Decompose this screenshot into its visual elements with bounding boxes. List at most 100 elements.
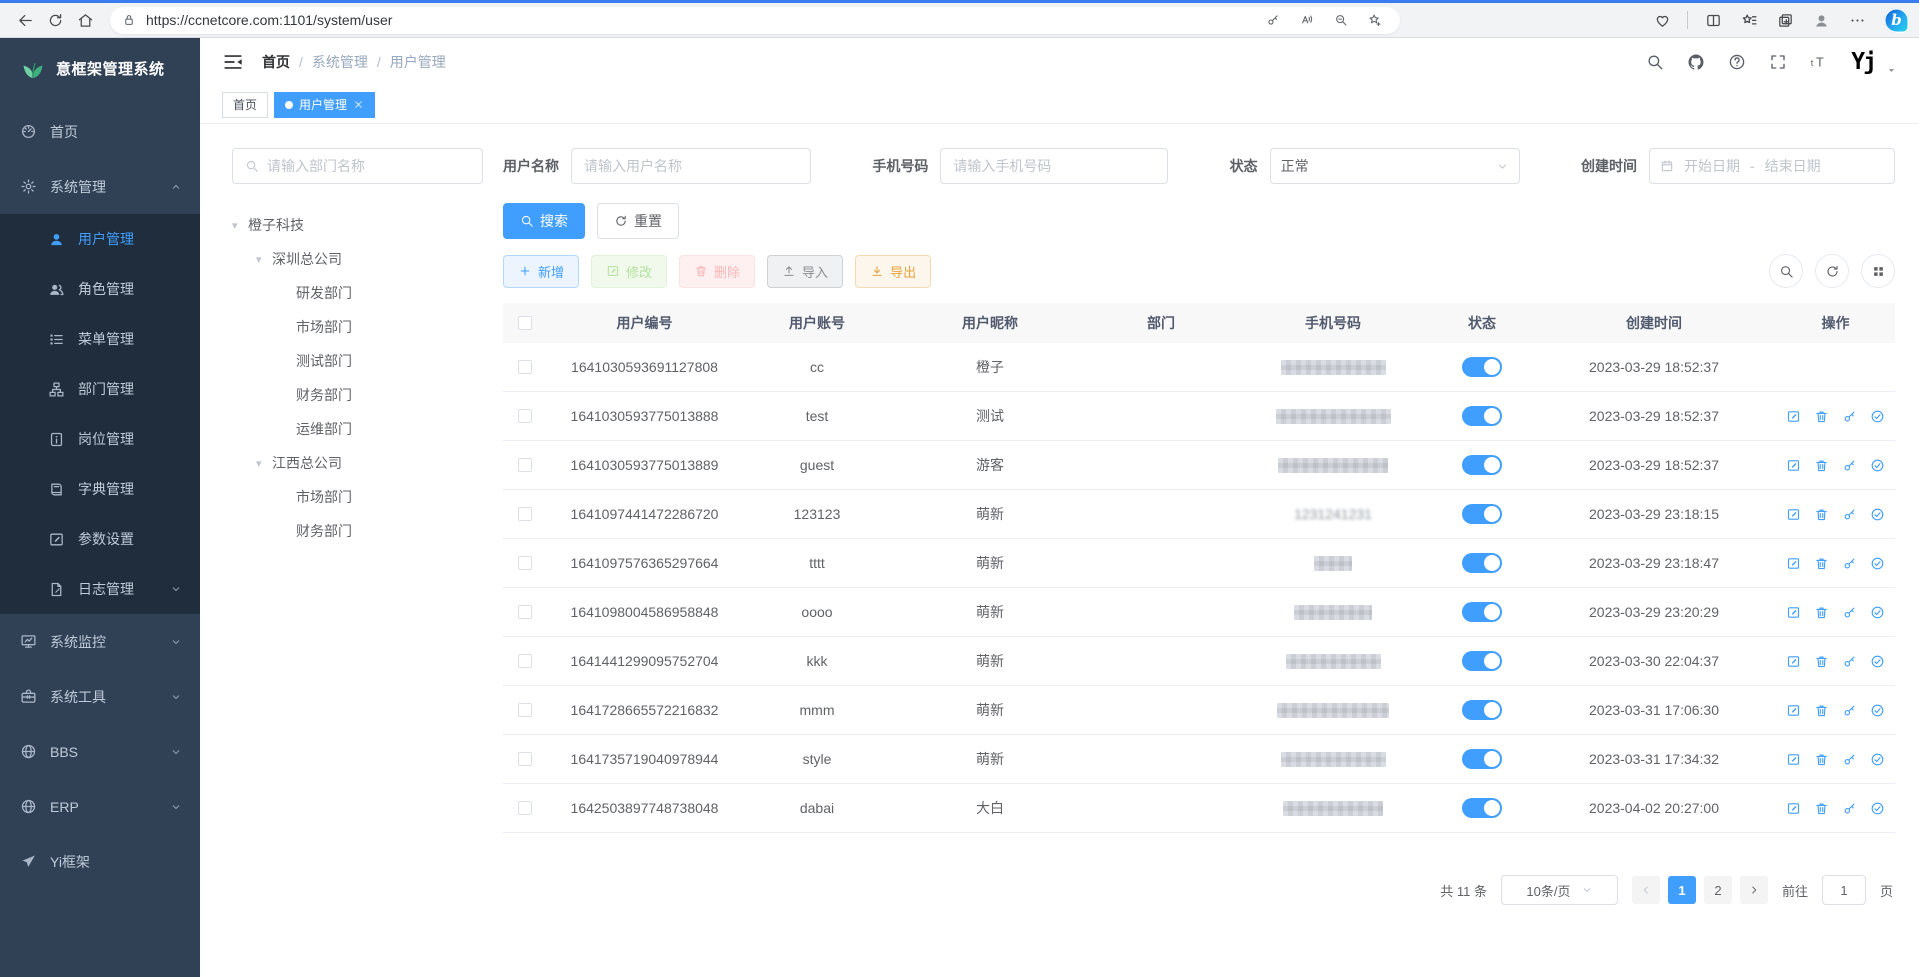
breadcrumb-home[interactable]: 首页 bbox=[262, 54, 290, 70]
row-checkbox[interactable] bbox=[518, 556, 532, 570]
tree-node-江西总公司[interactable]: ▾ 江西总公司 bbox=[232, 446, 483, 480]
prev-page-button[interactable] bbox=[1631, 876, 1660, 904]
tree-node-橙子科技[interactable]: ▾ 橙子科技 bbox=[232, 208, 483, 242]
status-toggle[interactable] bbox=[1462, 504, 1502, 524]
tree-node-市场部门[interactable]: 市场部门 bbox=[232, 310, 483, 344]
sidebar-item-菜单管理[interactable]: 菜单管理 bbox=[0, 314, 200, 364]
url-text[interactable]: https://ccnetcore.com:1101/system/user bbox=[146, 12, 393, 28]
trash-icon[interactable] bbox=[1814, 556, 1829, 571]
status-toggle[interactable] bbox=[1462, 798, 1502, 818]
edit-icon[interactable] bbox=[1786, 703, 1801, 718]
assign-role-icon[interactable] bbox=[1870, 801, 1885, 816]
github-icon[interactable] bbox=[1687, 53, 1705, 71]
zoom-out-button[interactable] bbox=[1328, 6, 1354, 34]
tab-用户管理[interactable]: 用户管理 bbox=[274, 91, 376, 118]
status-toggle[interactable] bbox=[1462, 700, 1502, 720]
row-checkbox[interactable] bbox=[518, 703, 532, 717]
trash-icon[interactable] bbox=[1814, 605, 1829, 620]
assign-role-icon[interactable] bbox=[1870, 752, 1885, 767]
sidebar-item-ERP[interactable]: ERP bbox=[0, 779, 200, 834]
row-checkbox[interactable] bbox=[518, 654, 532, 668]
import-button[interactable]: 导入 bbox=[767, 254, 844, 288]
sidebar-item-首页[interactable]: 首页 bbox=[0, 104, 200, 159]
trash-icon[interactable] bbox=[1814, 507, 1829, 522]
assign-role-icon[interactable] bbox=[1870, 654, 1885, 669]
favorites-button[interactable] bbox=[1734, 6, 1764, 34]
sidebar-item-用户管理[interactable]: 用户管理 bbox=[0, 214, 200, 264]
row-checkbox[interactable] bbox=[518, 507, 532, 521]
tree-node-市场部门[interactable]: 市场部门 bbox=[232, 480, 483, 514]
trash-icon[interactable] bbox=[1814, 458, 1829, 473]
sidebar-item-日志管理[interactable]: 日志管理 bbox=[0, 564, 200, 614]
page-button-1[interactable]: 1 bbox=[1667, 876, 1696, 904]
reset-password-icon[interactable] bbox=[1842, 409, 1857, 424]
tree-node-研发部门[interactable]: 研发部门 bbox=[232, 276, 483, 310]
row-checkbox[interactable] bbox=[518, 801, 532, 815]
assign-role-icon[interactable] bbox=[1870, 507, 1885, 522]
reset-password-icon[interactable] bbox=[1842, 801, 1857, 816]
trash-icon[interactable] bbox=[1814, 752, 1829, 767]
reset-password-icon[interactable] bbox=[1842, 752, 1857, 767]
user-avatar[interactable]: Yj bbox=[1851, 48, 1877, 75]
copilot-button[interactable]: b bbox=[1884, 7, 1909, 33]
help-icon[interactable] bbox=[1728, 53, 1746, 71]
row-checkbox[interactable] bbox=[518, 409, 532, 423]
edit-icon[interactable] bbox=[1786, 458, 1801, 473]
breadcrumb-system[interactable]: 系统管理 bbox=[311, 54, 368, 70]
tree-node-深圳总公司[interactable]: ▾ 深圳总公司 bbox=[232, 242, 483, 276]
status-toggle[interactable] bbox=[1462, 602, 1502, 622]
reset-password-icon[interactable] bbox=[1842, 458, 1857, 473]
sidebar-item-字典管理[interactable]: 字典管理 bbox=[0, 464, 200, 514]
assign-role-icon[interactable] bbox=[1870, 556, 1885, 571]
export-button[interactable]: 导出 bbox=[855, 254, 932, 288]
browser-back-button[interactable] bbox=[10, 6, 40, 34]
address-bar[interactable]: https://ccnetcore.com:1101/system/user bbox=[110, 6, 1400, 34]
sidebar-collapse-icon[interactable] bbox=[222, 51, 244, 73]
password-button[interactable] bbox=[1260, 6, 1286, 34]
sidebar-item-角色管理[interactable]: 角色管理 bbox=[0, 264, 200, 314]
browser-refresh-button[interactable] bbox=[40, 6, 70, 34]
edit-icon[interactable] bbox=[1786, 752, 1801, 767]
reset-password-icon[interactable] bbox=[1842, 507, 1857, 522]
header-search-icon[interactable] bbox=[1646, 53, 1664, 71]
edit-icon[interactable] bbox=[1786, 556, 1801, 571]
status-toggle[interactable] bbox=[1462, 455, 1502, 475]
phone-input[interactable] bbox=[940, 148, 1169, 184]
assign-role-icon[interactable] bbox=[1870, 703, 1885, 718]
split-screen-button[interactable] bbox=[1698, 6, 1728, 34]
status-toggle[interactable] bbox=[1462, 357, 1502, 377]
table-columns-button[interactable] bbox=[1861, 254, 1895, 288]
reset-password-icon[interactable] bbox=[1842, 556, 1857, 571]
table-refresh-button[interactable] bbox=[1815, 254, 1849, 288]
read-aloud-button[interactable] bbox=[1294, 6, 1320, 34]
tree-node-财务部门[interactable]: 财务部门 bbox=[232, 378, 483, 412]
modify-button[interactable]: 修改 bbox=[591, 254, 668, 288]
row-checkbox[interactable] bbox=[518, 605, 532, 619]
goto-page-input[interactable] bbox=[1821, 875, 1866, 905]
status-toggle[interactable] bbox=[1462, 651, 1502, 671]
assign-role-icon[interactable] bbox=[1870, 605, 1885, 620]
tree-node-财务部门[interactable]: 财务部门 bbox=[232, 514, 483, 548]
sidebar-item-参数设置[interactable]: 参数设置 bbox=[0, 514, 200, 564]
add-button[interactable]: 新增 bbox=[503, 254, 580, 288]
next-page-button[interactable] bbox=[1739, 876, 1768, 904]
close-icon[interactable] bbox=[353, 99, 364, 110]
sidebar-item-BBS[interactable]: BBS bbox=[0, 724, 200, 779]
status-toggle[interactable] bbox=[1462, 553, 1502, 573]
sidebar-item-系统工具[interactable]: 系统工具 bbox=[0, 669, 200, 724]
date-range-picker[interactable]: 开始日期 - 结束日期 bbox=[1648, 148, 1895, 184]
status-toggle[interactable] bbox=[1462, 406, 1502, 426]
table-search-toggle-button[interactable] bbox=[1769, 254, 1803, 288]
page-button-2[interactable]: 2 bbox=[1703, 876, 1732, 904]
browser-profile-button[interactable] bbox=[1806, 6, 1836, 34]
tree-node-运维部门[interactable]: 运维部门 bbox=[232, 412, 483, 446]
sidebar-item-系统管理[interactable]: 系统管理 bbox=[0, 159, 200, 214]
trash-icon[interactable] bbox=[1814, 409, 1829, 424]
trash-icon[interactable] bbox=[1814, 703, 1829, 718]
tree-caret-icon[interactable]: ▾ bbox=[256, 457, 262, 470]
edit-icon[interactable] bbox=[1786, 654, 1801, 669]
sidebar-item-部门管理[interactable]: 部门管理 bbox=[0, 364, 200, 414]
username-input[interactable] bbox=[571, 148, 811, 184]
status-select[interactable]: 正常 bbox=[1269, 148, 1520, 184]
